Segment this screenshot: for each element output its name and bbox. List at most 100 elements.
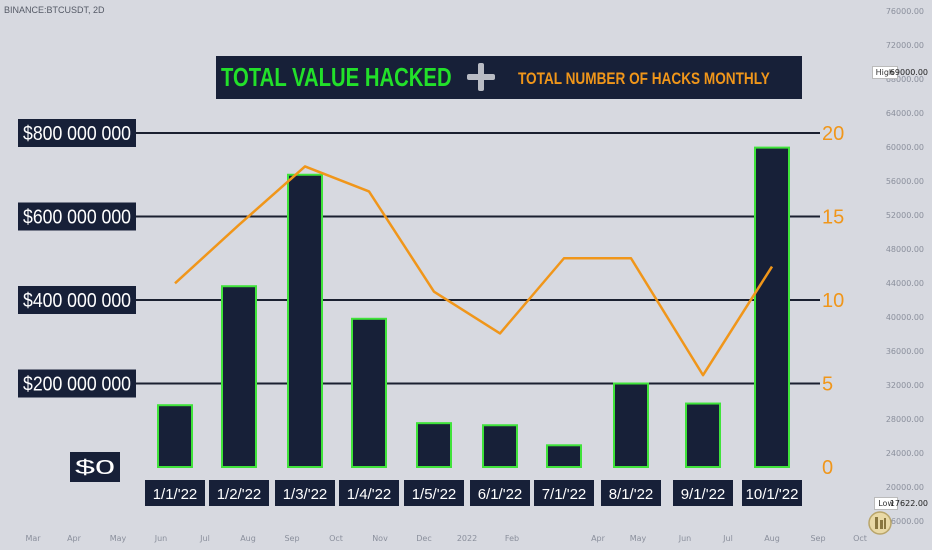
time-axis-label: May	[629, 534, 647, 543]
price-scale-label: 56000.00	[885, 177, 924, 186]
price-scale-label: 48000.00	[885, 245, 924, 254]
price-scale-label: 72000.00	[885, 41, 924, 50]
symbol-label: BINANCE:BTCUSDT, 2D	[4, 5, 105, 15]
time-axis-label: Apr	[67, 534, 81, 543]
x-tick-bg	[673, 480, 733, 506]
chart-title-banner: TOTAL VALUE HACKED TOTAL NUMBER OF HACKS…	[216, 56, 802, 99]
x-tick-bg	[534, 480, 594, 506]
x-tick: 1/1/'22	[145, 480, 205, 506]
time-axis-label: Mar	[25, 534, 41, 543]
price-scale-label: 52000.00	[885, 211, 924, 220]
x-tick-bg	[339, 480, 399, 506]
x-tick: 7/1/'22	[534, 480, 594, 506]
bar	[157, 404, 193, 468]
x-tick: 1/3/'22	[275, 480, 335, 506]
x-tick-label: 9/1/'22	[681, 486, 726, 503]
price-scale-label: 36000.00	[885, 347, 924, 356]
high-tag: High	[871, 66, 898, 79]
x-tick: 9/1/'22	[673, 480, 733, 506]
bar	[754, 146, 790, 469]
time-axis-label: Apr	[591, 534, 605, 543]
y-left-tick: $800 000 000	[18, 119, 136, 147]
y-left-tick-label: $600 000 000	[23, 207, 131, 229]
time-axis-label: Jul	[200, 534, 210, 543]
hacks-chart: $0 $200 000 000 $400 000 000 $600 000 000 $8…	[18, 119, 844, 506]
low-value: 17622.00	[889, 499, 928, 508]
y-left-tick: $600 000 000	[18, 202, 136, 231]
price-scale-label: 32000.00	[885, 381, 924, 390]
price-scale[interactable]: 76000.00 72000.00 68000.00 64000.00 60000.00…	[868, 0, 932, 550]
x-tick-bg	[601, 480, 661, 506]
x-tick: 6/1/'22	[470, 480, 530, 506]
bar	[685, 402, 721, 469]
x-tick-bg	[145, 480, 205, 506]
price-scale-label: 28000.00	[885, 415, 924, 424]
low-tag: Low	[874, 497, 898, 510]
x-tick-bg	[275, 480, 335, 506]
y-left-tick: $0	[70, 452, 120, 482]
price-scale-label: 24000.00	[885, 449, 924, 458]
chart-title: TOTAL VALUE HACKED	[221, 62, 452, 92]
bar	[546, 444, 582, 469]
price-scale-label: 76000.00	[885, 7, 924, 16]
x-tick-label: 8/1/'22	[609, 486, 654, 503]
y-right-tick-label: 10	[822, 290, 844, 312]
y-left-tick-label: $200 000 000	[23, 374, 131, 396]
x-tick-label: 1/2/'22	[217, 486, 262, 503]
x-tick-label: 1/4/'22	[347, 486, 392, 503]
y-left-tick-label: $0	[75, 457, 115, 479]
x-tick: 1/4/'22	[339, 480, 399, 506]
x-tick-label: 6/1/'22	[478, 486, 523, 503]
time-axis-label: Nov	[372, 534, 388, 543]
bar	[351, 317, 387, 468]
time-axis-label: Jun	[154, 534, 168, 543]
y-right-tick-label: 5	[822, 374, 833, 396]
time-axis-label: Oct	[853, 534, 867, 543]
time-axis-label: Sep	[284, 534, 300, 543]
time-axis-label: Oct	[329, 534, 343, 543]
bar	[482, 424, 518, 468]
x-tick: 1/5/'22	[404, 480, 464, 506]
y-left-tick-label: $400 000 000	[23, 290, 131, 312]
x-tick-label: 1/3/'22	[283, 486, 328, 503]
time-axis-label: Feb	[504, 534, 520, 543]
time-axis-label: Aug	[764, 534, 780, 543]
y-left-tick-bg	[18, 119, 136, 147]
price-scale-label: 40000.00	[885, 313, 924, 322]
x-tick-bg	[470, 480, 530, 506]
tradingview-logo-icon	[868, 511, 892, 535]
bar	[221, 285, 257, 468]
y-left-tick: $400 000 000	[18, 286, 136, 314]
x-tick-bg	[742, 480, 802, 506]
x-tick: 8/1/'22	[601, 480, 661, 506]
bar	[416, 422, 452, 469]
x-tick: 1/2/'22	[209, 480, 269, 506]
time-axis-label: Jul	[723, 534, 733, 543]
high-value: 69000.00	[889, 68, 928, 77]
y-left-tick-bg	[18, 369, 136, 398]
y-right-tick-label: 0	[822, 457, 833, 479]
time-axis-label: Dec	[416, 534, 432, 543]
time-axis-label: Sep	[810, 534, 826, 543]
y-right-tick-label: 15	[822, 207, 844, 229]
time-axis-label: 2022	[456, 534, 478, 543]
y-right-tick-label: 20	[822, 123, 844, 145]
x-tick-label: 1/5/'22	[412, 486, 457, 503]
time-axis-label: Aug	[240, 534, 256, 543]
y-left-tick-bg	[70, 452, 120, 482]
price-scale-label: 16000.00	[885, 517, 924, 526]
time-axis-label: Jun	[678, 534, 692, 543]
x-tick: 10/1/'22	[742, 480, 802, 506]
x-tick-label: 10/1/'22	[746, 486, 799, 503]
y-left-tick: $200 000 000	[18, 369, 136, 398]
time-axis-label: May	[109, 534, 127, 543]
x-tick-label: 7/1/'22	[542, 486, 587, 503]
y-left-tick-bg	[18, 286, 136, 314]
x-tick-bg	[404, 480, 464, 506]
time-axis[interactable]: Mar Apr May Jun Jul Aug Sep Oct Nov Dec 2022 Feb Apr…	[0, 528, 868, 550]
x-tick-bg	[209, 480, 269, 506]
y-left-tick-bg	[18, 202, 136, 231]
price-scale-label: 20000.00	[885, 483, 924, 492]
line-series	[174, 165, 774, 377]
price-scale-label: 64000.00	[885, 109, 924, 118]
